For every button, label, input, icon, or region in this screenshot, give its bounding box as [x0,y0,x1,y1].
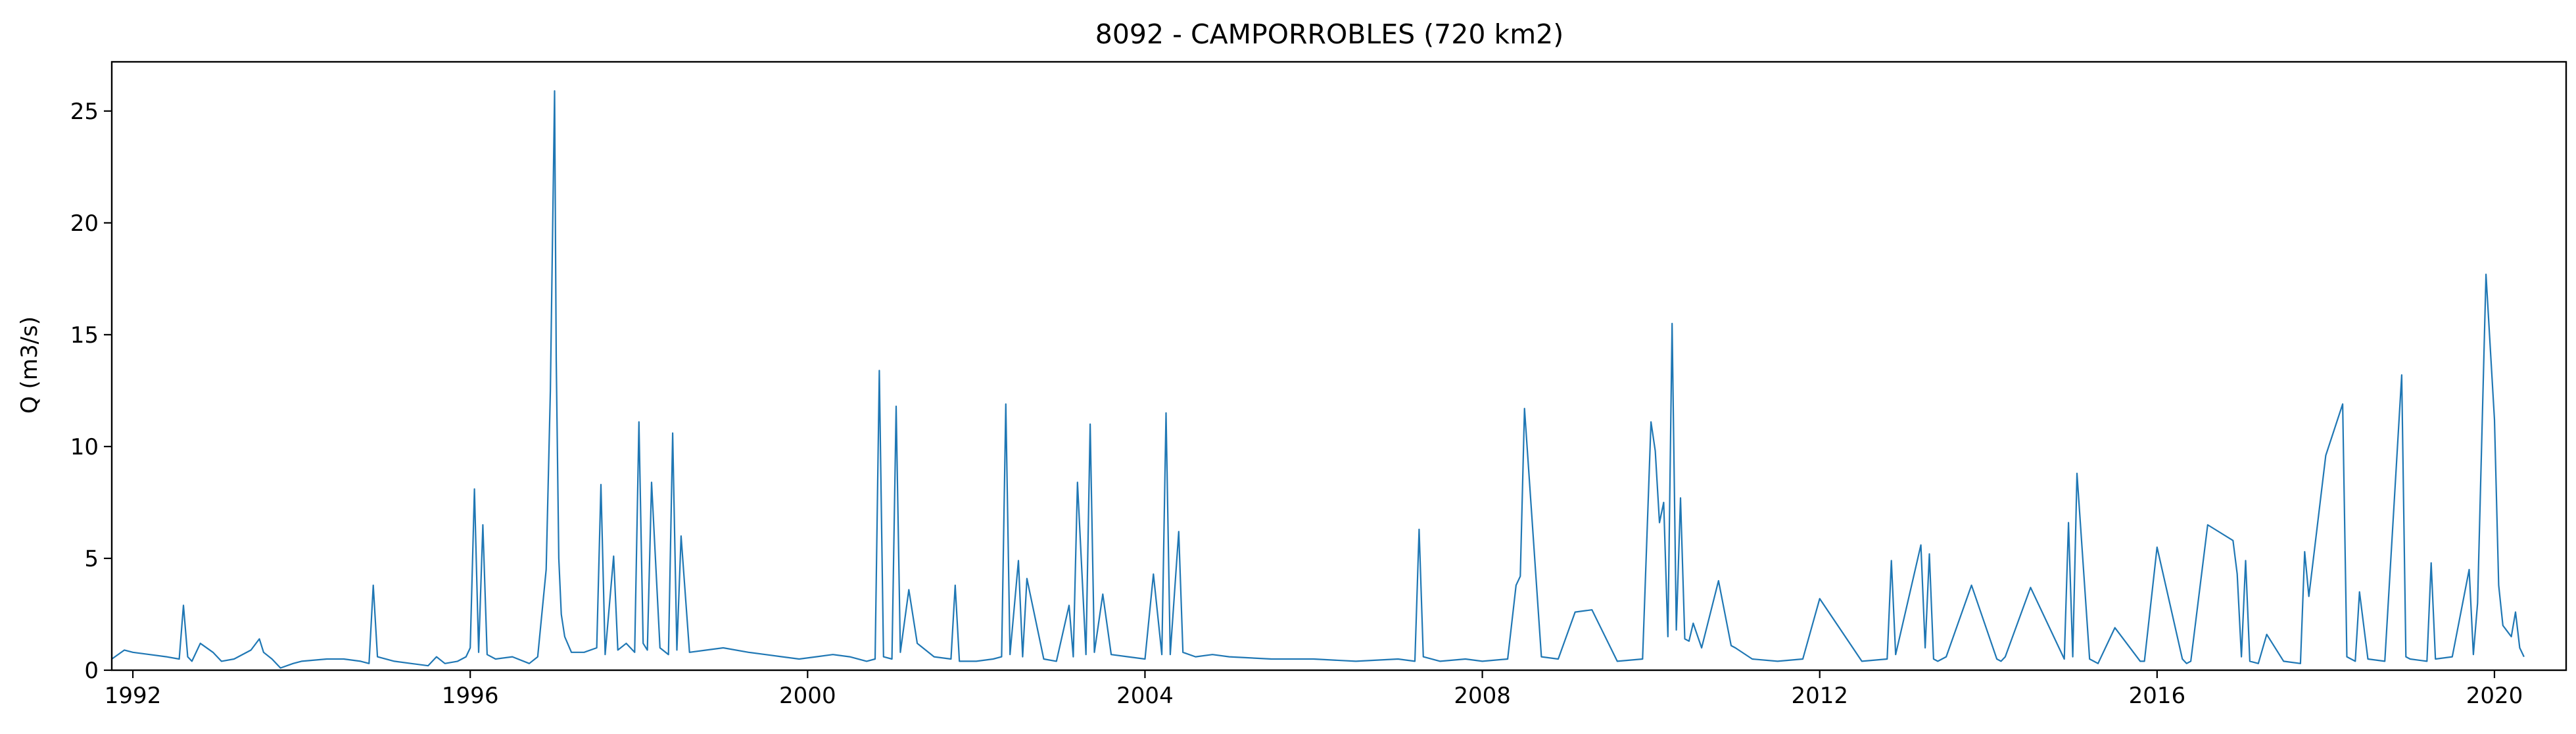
x-tick-label: 2000 [779,683,836,709]
chart-title: 8092 - CAMPORROBLES (720 km2) [1095,18,1563,50]
plot-area [111,90,2525,669]
y-tick-label: 25 [70,99,99,125]
y-tick-label: 20 [70,210,99,237]
x-axis: 1992 1996 2000 2004 2008 2012 2016 2020 [105,670,2523,709]
x-tick-label: 2016 [2129,683,2186,709]
x-tick-label: 2020 [2466,683,2523,709]
y-axis-label: Q (m3/s) [16,316,43,414]
x-tick-label: 1992 [105,683,162,709]
series-line-0 [111,90,2525,669]
y-axis: 0 5 10 15 20 25 [70,99,112,684]
axes-frame [110,61,2567,672]
y-tick-label: 0 [84,658,99,684]
x-tick-label: 2008 [1454,683,1511,709]
x-tick-label: 1996 [442,683,499,709]
x-tick-label: 2004 [1116,683,1174,709]
y-tick-label: 15 [70,322,99,349]
y-tick-label: 5 [84,546,99,572]
x-tick-label: 2012 [1791,683,1848,709]
y-tick-label: 10 [70,434,99,460]
